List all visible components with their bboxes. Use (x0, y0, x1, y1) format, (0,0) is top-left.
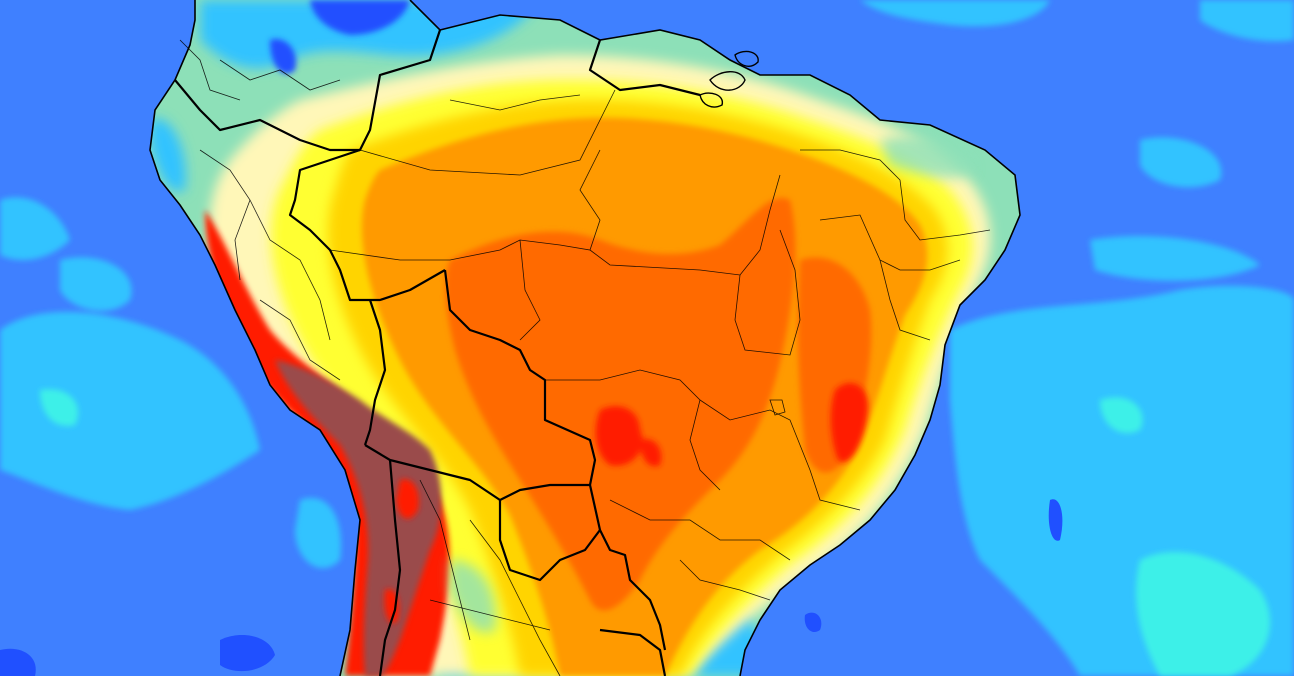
border-bolivia-south (364, 444, 590, 502)
border-paraguay-argentina (498, 500, 601, 582)
border-venezuela-guyana (588, 39, 701, 97)
national-borders (174, 29, 701, 676)
border-colombia-peru (174, 79, 360, 152)
border-chile-argentina (378, 459, 402, 676)
amazon-delta-islands (699, 50, 759, 108)
state-borders (179, 39, 991, 676)
continent-temperature-field (149, 0, 1021, 676)
border-brazil-paraguay (588, 484, 667, 651)
coastline (149, 0, 1021, 676)
border-bolivia-peru (363, 299, 387, 446)
border-argentina-uruguay (599, 628, 667, 676)
border-brazil-bolivia (443, 269, 597, 486)
